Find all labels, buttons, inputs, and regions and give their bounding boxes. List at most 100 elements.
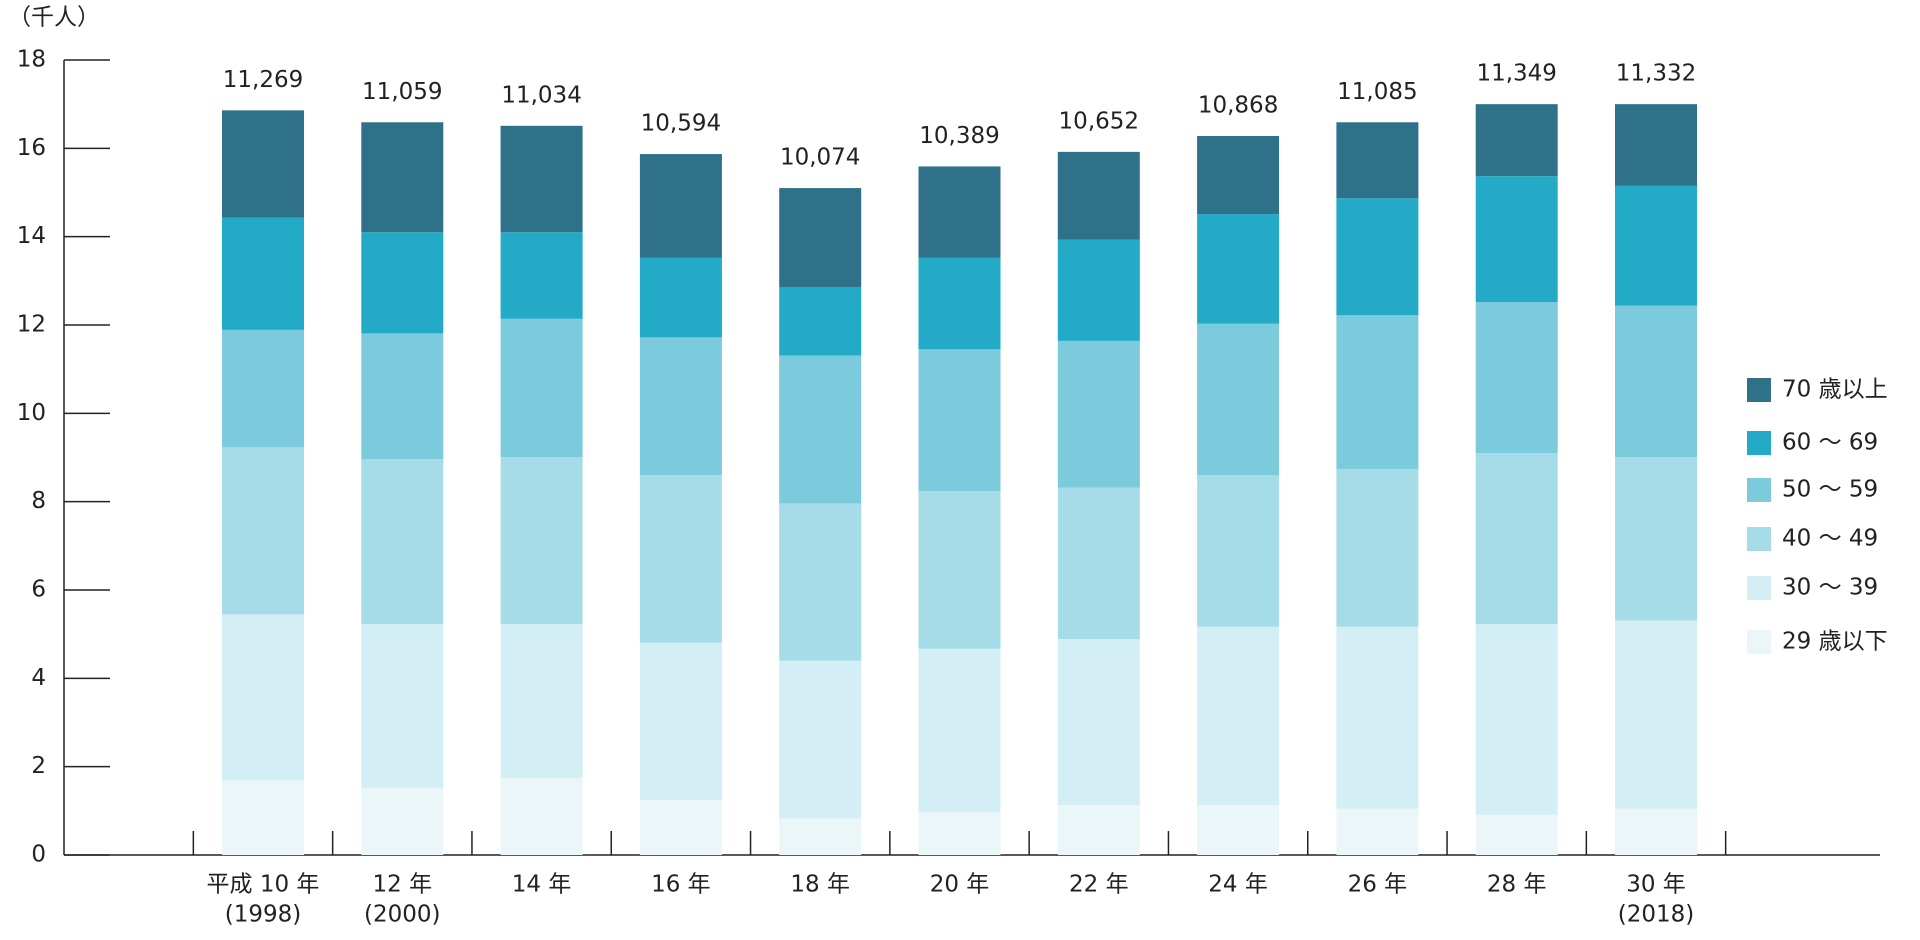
legend-label: 70 歳以上 bbox=[1782, 377, 1888, 403]
y-tick-label: 4 bbox=[31, 665, 46, 691]
total-label: 11,034 bbox=[501, 82, 581, 108]
bar-segment bbox=[1057, 805, 1140, 855]
y-unit-label: （千人） bbox=[8, 5, 100, 31]
bar-segment bbox=[1057, 151, 1140, 240]
y-tick-label: 6 bbox=[31, 577, 46, 603]
bar-segment bbox=[361, 459, 444, 625]
bar-segment bbox=[1336, 315, 1419, 469]
total-label: 10,652 bbox=[1059, 108, 1139, 134]
bar-segment bbox=[1615, 305, 1697, 458]
bar-segment bbox=[779, 660, 862, 819]
total-label: 10,389 bbox=[919, 123, 999, 149]
y-tick-label: 18 bbox=[17, 47, 46, 73]
bar-segment bbox=[1336, 626, 1419, 809]
bar-segment bbox=[1057, 239, 1140, 341]
bar-segment bbox=[639, 257, 722, 338]
y-tick-label: 2 bbox=[31, 753, 46, 779]
bar-segment bbox=[918, 349, 1001, 492]
bar-segment bbox=[500, 778, 583, 855]
bar-segment bbox=[222, 780, 304, 855]
x-tick-label: 24 年 bbox=[1208, 872, 1268, 898]
x-tick-label: 12 年 bbox=[373, 872, 433, 898]
bar-segment bbox=[1475, 624, 1558, 815]
legend-swatch bbox=[1747, 378, 1771, 402]
bar-segment bbox=[1475, 176, 1558, 303]
total-label: 10,594 bbox=[641, 111, 721, 137]
legend-label: 29 歳以下 bbox=[1782, 629, 1888, 655]
bar-segment bbox=[361, 232, 444, 334]
bar-segment bbox=[222, 329, 304, 448]
bar-segment bbox=[1615, 457, 1697, 621]
bar-segment bbox=[361, 122, 444, 233]
bar-segment bbox=[500, 232, 583, 319]
bar-segment bbox=[779, 355, 862, 504]
bar-segment bbox=[1615, 104, 1697, 186]
x-tick-label: 16 年 bbox=[651, 872, 711, 898]
bar-segment bbox=[1197, 135, 1280, 215]
bar-segment bbox=[639, 800, 722, 855]
legend-label: 50 ～ 59 bbox=[1782, 477, 1878, 503]
y-tick-label: 12 bbox=[17, 312, 46, 338]
bar-segment bbox=[500, 318, 583, 458]
bar-segment bbox=[779, 287, 862, 356]
bar-segment bbox=[918, 648, 1001, 813]
legend-swatch bbox=[1747, 576, 1771, 600]
bar-segment bbox=[1336, 468, 1419, 627]
bar-segment bbox=[1615, 808, 1697, 855]
x-tick-label: 26 年 bbox=[1348, 872, 1408, 898]
bar-segment bbox=[1197, 475, 1280, 627]
bar-segment bbox=[1475, 453, 1558, 625]
bar-segment bbox=[1197, 214, 1280, 324]
total-label: 10,868 bbox=[1198, 92, 1278, 118]
bar-segment bbox=[222, 217, 304, 330]
bar-segment bbox=[1197, 805, 1280, 855]
bar-segment bbox=[779, 818, 862, 855]
bar-segment bbox=[1615, 185, 1697, 306]
bar-segment bbox=[1336, 808, 1419, 855]
bar-segment bbox=[1057, 487, 1140, 640]
bar-segment bbox=[1057, 340, 1140, 488]
bar-segment bbox=[639, 642, 722, 801]
total-label: 11,059 bbox=[362, 79, 442, 105]
legend-swatch bbox=[1747, 431, 1771, 455]
x-tick-label: (1998) bbox=[225, 902, 301, 928]
bar-segment bbox=[1475, 814, 1558, 855]
legend-label: 60 ～ 69 bbox=[1782, 430, 1878, 456]
bar-segment bbox=[1057, 639, 1140, 806]
bar-segment bbox=[1197, 626, 1280, 806]
legend-swatch bbox=[1747, 478, 1771, 502]
bar-segment bbox=[222, 447, 304, 615]
bar-segment bbox=[1615, 620, 1697, 809]
x-tick-label: 平成 10 年 bbox=[207, 872, 320, 898]
legend-swatch bbox=[1747, 630, 1771, 654]
bar-segment bbox=[222, 614, 304, 781]
bar-segment bbox=[361, 624, 444, 788]
y-tick-label: 14 bbox=[17, 223, 46, 249]
total-label: 11,332 bbox=[1616, 61, 1696, 87]
x-tick-label: 22 年 bbox=[1069, 872, 1129, 898]
x-tick-label: 30 年 bbox=[1626, 872, 1686, 898]
bar-segment bbox=[1475, 302, 1558, 454]
y-tick-label: 16 bbox=[17, 135, 46, 161]
y-tick-label: 10 bbox=[17, 400, 46, 426]
bar-segment bbox=[639, 337, 722, 476]
bar-segment bbox=[361, 333, 444, 460]
x-tick-label: 18 年 bbox=[790, 872, 850, 898]
x-tick-label: 28 年 bbox=[1487, 872, 1547, 898]
legend-swatch bbox=[1747, 527, 1771, 551]
x-tick-label: (2000) bbox=[364, 902, 440, 928]
bar-segment bbox=[779, 188, 862, 288]
bar-segment bbox=[779, 503, 862, 661]
bar-segment bbox=[918, 491, 1001, 649]
bar-segment bbox=[918, 812, 1001, 855]
bar-segment bbox=[918, 166, 1001, 258]
bar-segment bbox=[500, 624, 583, 779]
total-label: 11,269 bbox=[223, 67, 303, 93]
bar-segment bbox=[361, 787, 444, 855]
total-label: 10,074 bbox=[780, 145, 860, 171]
bar-segment bbox=[1336, 122, 1419, 199]
bar-segment bbox=[918, 257, 1001, 350]
y-tick-label: 8 bbox=[31, 488, 46, 514]
bar-segment bbox=[639, 154, 722, 258]
